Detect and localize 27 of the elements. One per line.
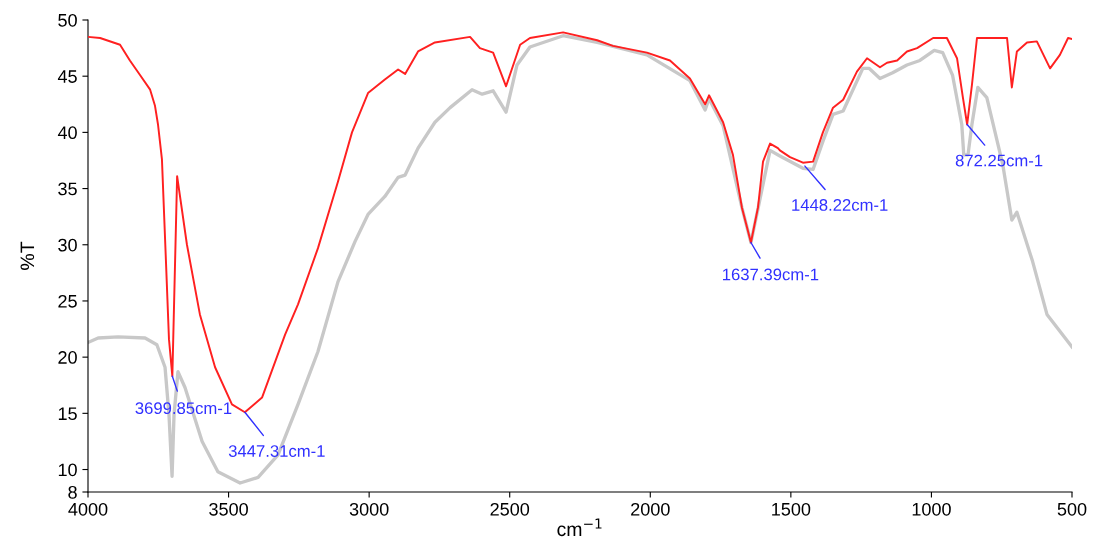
- x-tick-label: 1000: [912, 502, 951, 516]
- annotation: 1637.39cm-1: [723, 268, 819, 281]
- x-axis-title: cm$^{−1}$: [557, 518, 602, 537]
- x-tick-label: 2000: [631, 502, 670, 516]
- x-tick-label: 2500: [490, 502, 530, 516]
- y-tick-label: 10: [58, 463, 77, 477]
- y-tick-label: 50: [58, 13, 77, 27]
- x-tick-label: 3500: [209, 502, 248, 516]
- annotation: 3447.31cm-1: [228, 445, 325, 457]
- y-tick-label: 8: [68, 485, 77, 499]
- y-axis-title: %T: [20, 241, 35, 270]
- x-tick-label: 1500: [772, 502, 811, 516]
- y-tick-label: 15: [58, 407, 77, 421]
- y-tick-label: 25: [58, 294, 77, 308]
- x-tick-label: 4000: [68, 502, 108, 516]
- annotation: 1448.22cm-1: [792, 199, 888, 211]
- annotation: 3699.85cm-1: [135, 402, 232, 415]
- x-tick-label: 500: [1057, 502, 1087, 516]
- y-tick-label: 35: [58, 182, 77, 196]
- y-tick-label: 45: [57, 70, 77, 83]
- x-tick-label: 3000: [349, 502, 389, 516]
- y-tick-label: 30: [58, 238, 77, 252]
- line-series: [88, 31, 1072, 414]
- annotation: 872.25cm-1: [955, 154, 1043, 167]
- line-series: [88, 34, 1072, 485]
- y-tick-label: 40: [57, 126, 77, 140]
- y-tick-label: 20: [58, 351, 77, 364]
